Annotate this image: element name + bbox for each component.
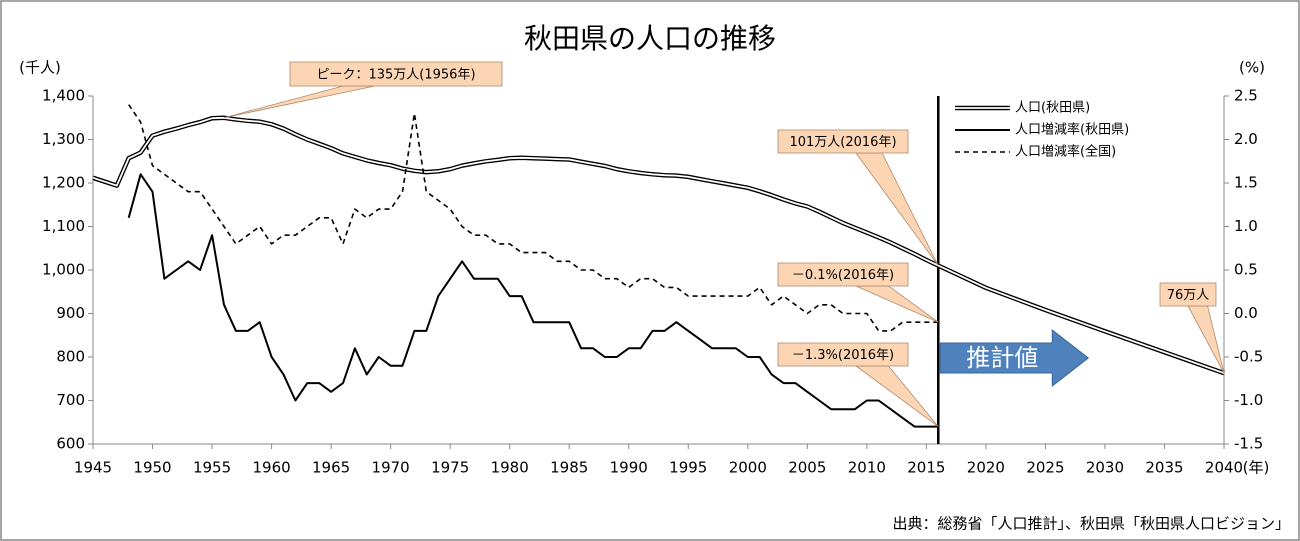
legend-label: 人口(秋田県) <box>1015 101 1090 116</box>
y-tick-label: 700 <box>56 391 85 409</box>
y2-tick-label: -1.5 <box>1234 435 1263 453</box>
annotation-text: 101万人(2016年) <box>789 135 896 150</box>
projection-label: 推計値 <box>966 344 1038 372</box>
x-tick-label: 1960 <box>252 459 290 477</box>
x-tick-label: 2020 <box>967 459 1005 477</box>
x-tick-label: 2030 <box>1086 459 1124 477</box>
y2-tick-label: 2.0 <box>1234 130 1258 148</box>
y2-tick-label: 1.5 <box>1234 174 1258 192</box>
projection-arrow <box>939 328 1090 388</box>
annotation-text: －1.3%(2016年) <box>792 348 894 363</box>
chart-title: 秋田県の人口の推移 <box>524 22 776 55</box>
y-tick-label: 600 <box>56 435 85 453</box>
y2-tick-label: -0.5 <box>1234 348 1263 366</box>
x-tick-label: 1970 <box>372 459 410 477</box>
y-tick-label: 1,000 <box>42 261 85 279</box>
x-tick-label: 1950 <box>133 459 171 477</box>
y-tick-label: 1,400 <box>42 87 85 105</box>
x-tick-label: 2000 <box>729 459 767 477</box>
y-tick-label: 900 <box>56 304 85 322</box>
legend-label: 人口増減率(全国) <box>1015 144 1116 160</box>
annotation-text: －0.1%(2016年) <box>792 268 894 283</box>
x-axis-label: (年) <box>1243 459 1270 477</box>
x-tick-label: 2010 <box>848 459 886 477</box>
annotation-text: 76万人 <box>1167 288 1210 303</box>
annotation-box <box>777 262 909 287</box>
annotation-text: ピーク：135万人(1956年) <box>316 68 475 83</box>
x-tick-label: 2005 <box>788 459 826 477</box>
x-tick-label: 2035 <box>1145 459 1183 477</box>
annotation: －0.1%(2016年) <box>777 262 939 323</box>
y2-tick-label: 1.0 <box>1234 217 1258 235</box>
series-line <box>127 173 939 428</box>
y2-axis-label: (%) <box>1239 59 1265 77</box>
annotation: ピーク：135万人(1956年) <box>223 61 503 119</box>
source: 出典：総務省「人口推計」、秋田県「秋田県人口ビジョン」 <box>892 515 1290 533</box>
y2-tick-label: 0.5 <box>1234 261 1258 279</box>
x-tick-label: 1995 <box>669 459 707 477</box>
x-tick-label: 1955 <box>193 459 231 477</box>
x-tick-label: 1980 <box>491 459 529 477</box>
y2-tick-label: 2.5 <box>1234 87 1258 105</box>
x-tick-label: 1990 <box>610 459 648 477</box>
x-tick-label: 2015 <box>907 459 945 477</box>
series-line-inner <box>92 116 1225 374</box>
x-tick-label: 1975 <box>431 459 469 477</box>
y-tick-label: 1,300 <box>42 130 85 148</box>
x-tick-label: 1965 <box>312 459 350 477</box>
y-tick-label: 1,200 <box>42 174 85 192</box>
annotation-box <box>289 61 503 87</box>
x-tick-label: 2040 <box>1205 459 1243 477</box>
annotation: －1.3%(2016年) <box>777 342 939 427</box>
y-axis-label: (千人) <box>19 59 61 77</box>
y2-tick-label: 0.0 <box>1234 304 1258 322</box>
annotation: 76万人 <box>1159 282 1225 374</box>
series-line <box>128 104 939 332</box>
annotation: 101万人(2016年) <box>777 129 939 266</box>
y-tick-label: 800 <box>56 348 85 366</box>
legend-label: 人口増減率(秋田県) <box>1015 122 1129 138</box>
x-tick-label: 1985 <box>550 459 588 477</box>
x-tick-label: 1945 <box>74 459 112 477</box>
annotation-box <box>777 129 909 154</box>
annotation-box <box>1159 282 1217 307</box>
x-tick-label: 2025 <box>1026 459 1064 477</box>
annotation-box <box>777 342 909 367</box>
y2-tick-label: -1.0 <box>1234 391 1263 409</box>
y-tick-label: 1,100 <box>42 217 85 235</box>
